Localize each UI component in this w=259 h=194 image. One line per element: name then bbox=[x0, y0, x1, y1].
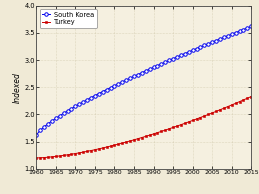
Turkey bbox=[39, 157, 42, 159]
South Korea bbox=[199, 46, 202, 48]
Legend: South Korea, Turkey: South Korea, Turkey bbox=[40, 9, 97, 28]
Line: South Korea: South Korea bbox=[34, 25, 253, 137]
Turkey bbox=[199, 116, 202, 119]
Turkey bbox=[168, 128, 171, 130]
Turkey bbox=[156, 132, 159, 134]
Y-axis label: Indexed: Indexed bbox=[12, 72, 21, 103]
South Korea bbox=[113, 85, 116, 87]
Line: Turkey: Turkey bbox=[35, 95, 253, 159]
South Korea bbox=[168, 59, 171, 62]
South Korea bbox=[250, 25, 253, 28]
Turkey bbox=[175, 125, 178, 127]
South Korea bbox=[156, 64, 159, 67]
Turkey bbox=[250, 95, 253, 98]
Turkey bbox=[35, 157, 38, 159]
South Korea bbox=[175, 56, 178, 58]
South Korea bbox=[39, 129, 42, 132]
Turkey bbox=[113, 144, 116, 146]
South Korea bbox=[35, 134, 38, 136]
